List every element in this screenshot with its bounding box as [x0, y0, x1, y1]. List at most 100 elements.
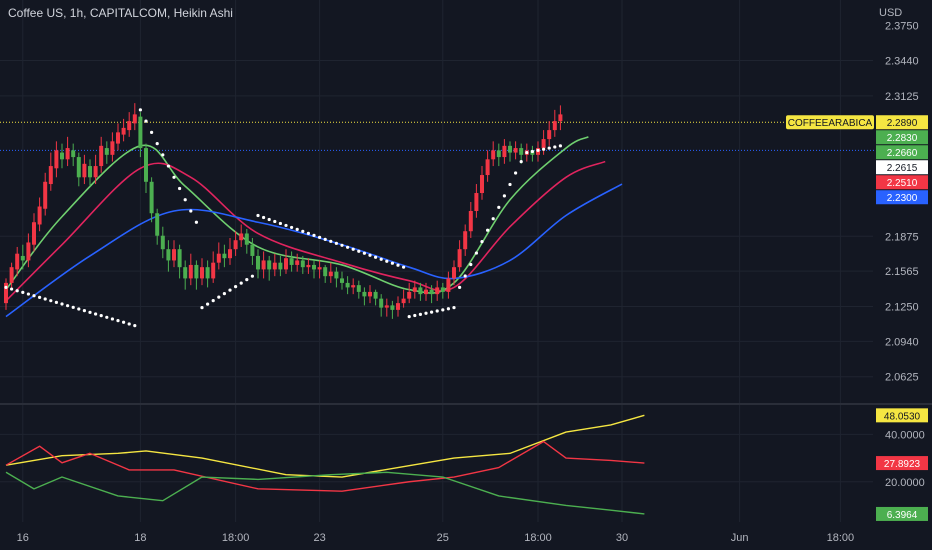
sar-dot	[329, 239, 333, 243]
candle-body	[20, 255, 25, 261]
candle-body	[132, 114, 137, 124]
price-tag-text: 2.2830	[887, 133, 918, 144]
candle-body	[547, 130, 552, 140]
sar-dot	[133, 324, 137, 328]
candle-body	[412, 287, 417, 292]
candle-body	[317, 267, 322, 270]
sar-dot	[150, 130, 154, 134]
sar-dot	[480, 240, 484, 244]
sar-dot	[424, 311, 428, 315]
moving-average-fast	[5, 136, 589, 294]
sar-dot	[502, 194, 506, 198]
candle-body	[328, 271, 333, 277]
symbol-tag-text: COFFEEARABICA	[788, 118, 873, 129]
candle-body	[183, 267, 188, 279]
sar-dot	[491, 217, 495, 221]
candle-body	[485, 159, 490, 176]
candle-body	[4, 282, 8, 304]
candle-body	[43, 181, 48, 209]
sar-dot	[306, 231, 310, 235]
candle-body	[138, 116, 143, 149]
candle-body	[177, 249, 182, 268]
candle-body	[116, 132, 120, 144]
sar-dot	[32, 294, 36, 298]
candle-body	[295, 260, 300, 265]
price-axis-label: 2.1875	[885, 231, 919, 243]
candle-body	[244, 233, 249, 245]
time-axis-label: 18:00	[524, 532, 552, 544]
time-axis-label: 30	[616, 532, 628, 544]
sar-dot	[189, 209, 193, 213]
sar-dot	[77, 307, 81, 311]
sar-dot	[558, 144, 563, 148]
sar-dot	[43, 297, 47, 301]
price-axis-label: 2.1250	[885, 302, 919, 314]
candle-body	[558, 114, 563, 122]
candle-body	[144, 148, 148, 182]
sar-dot	[82, 309, 86, 313]
indicator-axis-label: 20.0000	[885, 477, 925, 489]
sar-dot	[519, 159, 523, 164]
sar-dot	[4, 285, 8, 289]
candle-body	[368, 291, 372, 297]
price-axis-label: 2.3750	[885, 21, 919, 33]
sar-dot	[21, 290, 25, 294]
sar-dot	[402, 265, 406, 269]
candle-body	[541, 139, 546, 149]
sar-dot	[183, 198, 187, 202]
price-tag	[876, 175, 928, 190]
sar-dot	[362, 251, 366, 255]
candle-body	[93, 166, 98, 178]
sar-dot	[458, 285, 462, 289]
price-tag-text: 2.2300	[887, 193, 918, 204]
candle-body	[60, 152, 64, 160]
sar-dot	[301, 229, 305, 233]
sar-dot	[547, 146, 551, 150]
sar-dot	[346, 245, 350, 249]
candle-body	[440, 287, 445, 292]
candle-body	[104, 148, 109, 155]
price-tag	[876, 115, 928, 130]
time-axis-label: 18	[134, 532, 146, 544]
candle-body	[418, 287, 423, 295]
sar-dot	[105, 315, 109, 319]
price-tag-text: 2.2615	[887, 163, 918, 174]
sar-dot	[497, 205, 501, 209]
sar-dot	[413, 313, 417, 318]
sar-dot	[161, 153, 165, 157]
candle-body	[278, 262, 283, 270]
price-tag-text: 2.2510	[887, 178, 918, 189]
sar-dot	[127, 322, 131, 326]
sar-dot	[122, 320, 126, 324]
candle-body	[463, 231, 468, 250]
price-tag-text: 48.0530	[884, 411, 921, 422]
candle-body	[99, 145, 104, 167]
price-tag-text: 27.8923	[884, 459, 921, 470]
candle-body	[155, 213, 160, 236]
sar-dot	[116, 319, 120, 323]
sar-dot	[318, 235, 322, 239]
sar-dot	[10, 287, 14, 291]
price-axis-label: 2.3440	[885, 55, 919, 67]
candle-body	[37, 206, 42, 225]
sar-dot	[99, 314, 103, 318]
sar-dot	[441, 308, 445, 312]
sar-dot	[54, 300, 59, 304]
candle-body	[468, 211, 473, 232]
sar-dot	[323, 237, 327, 241]
candle-body	[166, 249, 171, 261]
symbol-title[interactable]: Coffee US, 1h, CAPITALCOM, Heikin Ashi	[8, 6, 233, 20]
sar-dot	[178, 186, 182, 191]
candle-body	[32, 222, 36, 245]
time-axis-label: 18:00	[827, 532, 855, 544]
sar-dot	[530, 149, 535, 154]
sar-dot	[284, 223, 288, 228]
sar-dot	[486, 228, 490, 232]
sar-dot	[508, 182, 512, 187]
candle-body	[396, 303, 400, 310]
candle-body	[121, 127, 126, 135]
candle-body	[172, 249, 176, 261]
sar-dot	[390, 261, 394, 265]
